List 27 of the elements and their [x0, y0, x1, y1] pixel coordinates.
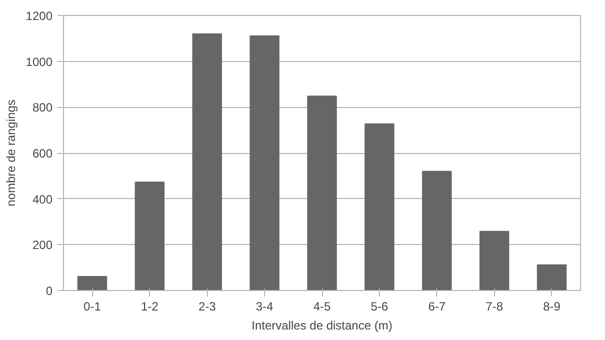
bar: [479, 230, 510, 290]
y-tick-label: 0: [46, 284, 53, 298]
y-tick-label: 1000: [26, 54, 53, 69]
x-tick-label: 2-3: [198, 300, 216, 314]
y-tick-label: 200: [32, 238, 53, 252]
bar: [364, 123, 394, 290]
y-tick-label: 400: [32, 192, 53, 206]
bar: [536, 264, 567, 290]
x-tick-label: 3-4: [256, 300, 274, 314]
bar: [307, 96, 337, 290]
bar: [134, 182, 165, 290]
y-tick-label: 600: [32, 146, 53, 160]
x-tick-label: 5-6: [370, 300, 388, 314]
x-tick-label: 0-1: [84, 300, 102, 314]
y-axis-title: nombre de rangings: [4, 100, 18, 206]
bar: [422, 170, 452, 290]
y-tick-label: 800: [32, 100, 53, 115]
bar: [192, 33, 222, 290]
x-tick-label: 8-9: [543, 300, 561, 314]
x-axis-title: Intervalles de distance (m): [252, 318, 392, 332]
x-tick-label: 4-5: [313, 300, 331, 314]
bar: [250, 35, 280, 290]
x-tick-label: 7-8: [486, 300, 504, 314]
x-tick-label: 6-7: [428, 300, 446, 314]
bar: [77, 276, 108, 290]
y-tick-label: 1200: [26, 9, 53, 23]
x-tick-label: 1-2: [140, 300, 159, 314]
